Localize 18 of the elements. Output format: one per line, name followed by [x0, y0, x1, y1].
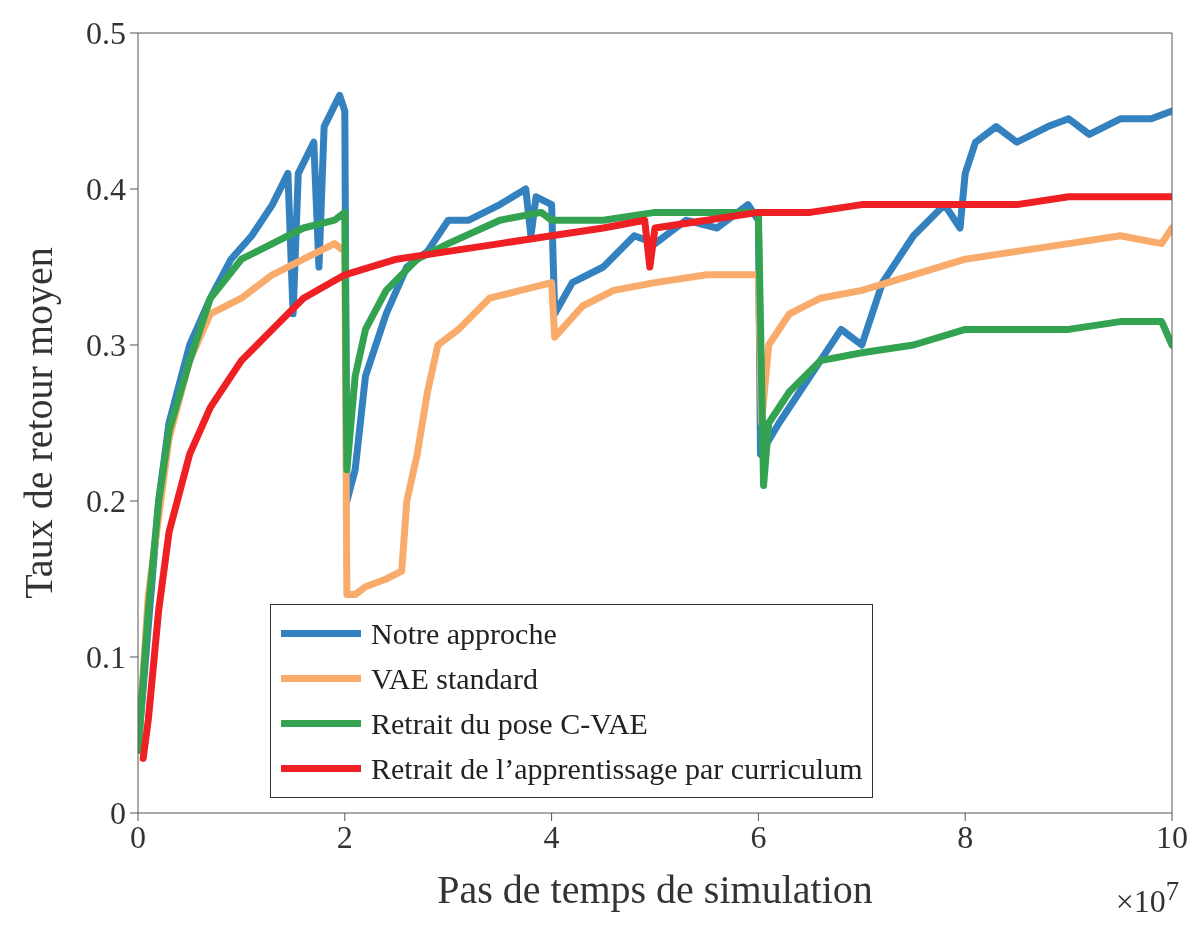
text: ×10$^{7}$	[1115, 876, 1179, 920]
x-axis-title: Pas de temps de simulation	[437, 867, 873, 912]
x-tick-label: 4	[543, 818, 560, 855]
legend-label: VAE standard	[371, 661, 538, 696]
legend-label: Retrait de l’apprentissage par curriculum	[371, 751, 863, 786]
y-tick-label: 0.3	[86, 327, 126, 364]
x-tick-label: 2	[336, 818, 353, 855]
legend-label: Retrait du pose C-VAE	[371, 706, 648, 741]
y-tick-label: 0.1	[86, 639, 126, 676]
x-tick-label: 8	[957, 818, 974, 855]
y-tick-label: 0	[110, 795, 126, 832]
y-axis-title: Taux de retour moyen	[16, 247, 62, 599]
legend-label: Notre approche	[371, 616, 557, 651]
x-tick-label: 10	[1156, 818, 1188, 855]
y-tick-label: 0.4	[86, 171, 126, 208]
x-tick-label: 6	[750, 818, 767, 855]
y-tick-label: 0.2	[86, 483, 126, 520]
y-tick-label: 0.5	[86, 15, 126, 52]
